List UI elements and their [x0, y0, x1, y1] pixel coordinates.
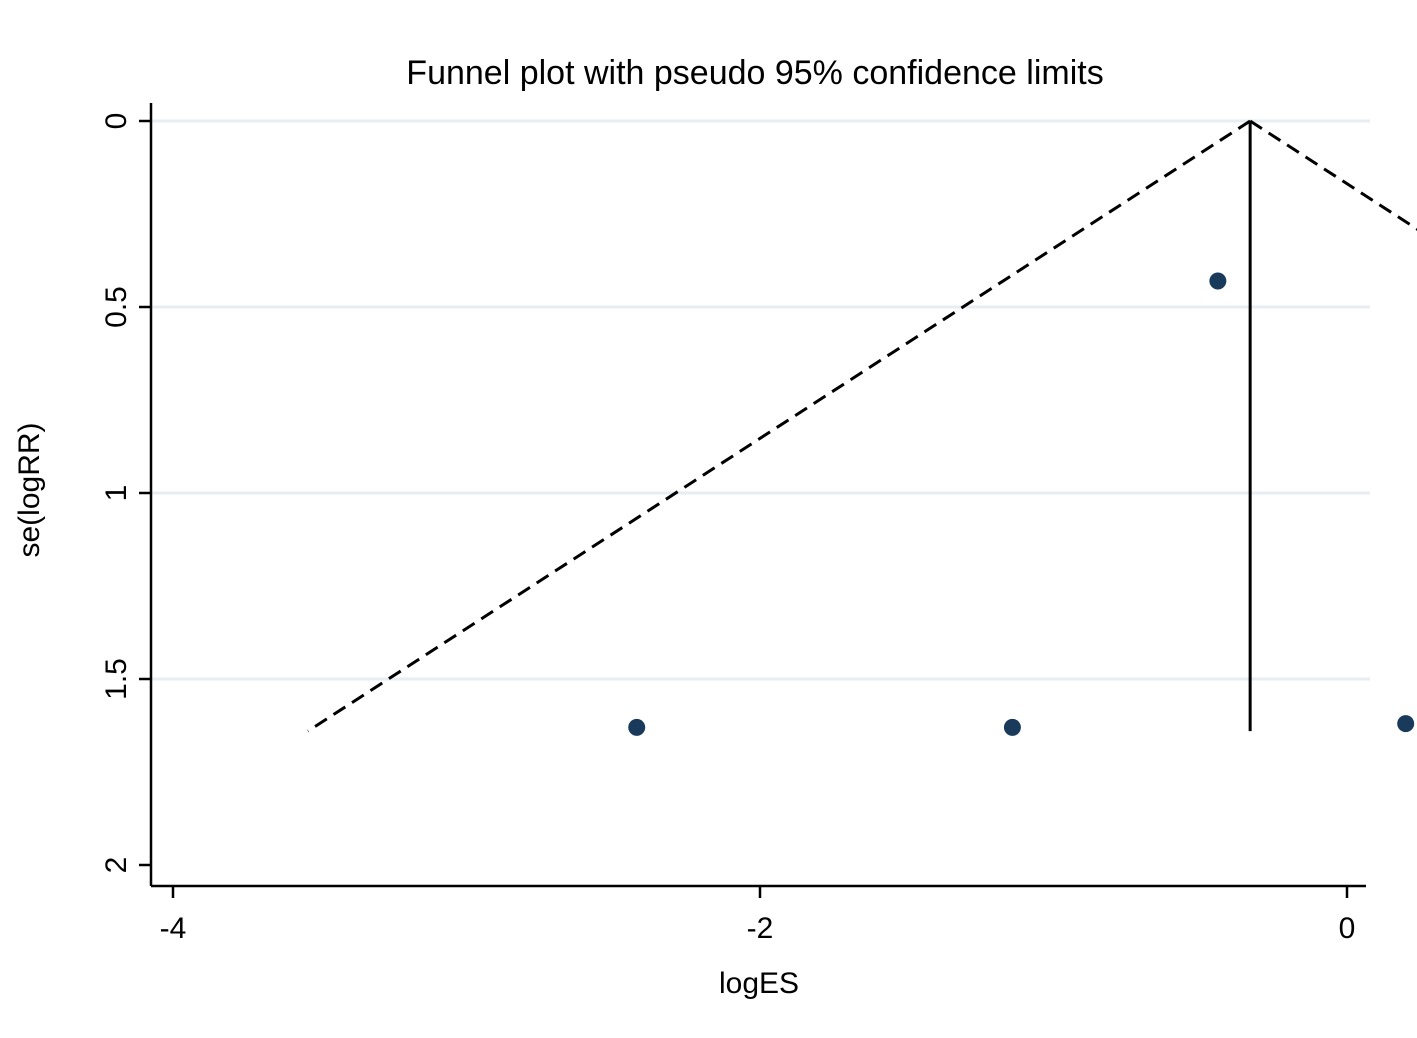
upper-confidence-limit — [1249, 119, 1417, 231]
y-axis-title: se(logRR) — [13, 422, 46, 557]
axes: -4-202400.511.52 — [100, 103, 1366, 945]
data-points — [628, 272, 1415, 736]
y-tick-label: 0.5 — [100, 286, 133, 328]
y-tick-label: 1.5 — [100, 658, 133, 700]
x-tick-label: -4 — [160, 912, 187, 945]
chart-title: Funnel plot with pseudo 95% confidence l… — [406, 54, 1103, 92]
data-point — [628, 718, 646, 736]
funnel-lines — [307, 119, 1417, 733]
x-tick-label: -2 — [747, 912, 774, 945]
data-point — [1209, 272, 1227, 290]
y-tick-label: 0 — [100, 113, 133, 130]
y-tick-label: 2 — [100, 857, 133, 874]
grid-lines — [152, 119, 1370, 681]
data-point — [1397, 715, 1415, 733]
y-tick-label: 1 — [100, 485, 133, 502]
x-axis-title: logES — [719, 967, 799, 1000]
data-point — [1003, 718, 1021, 736]
lower-confidence-limit — [307, 119, 1251, 733]
x-tick-label: 0 — [1339, 912, 1356, 945]
